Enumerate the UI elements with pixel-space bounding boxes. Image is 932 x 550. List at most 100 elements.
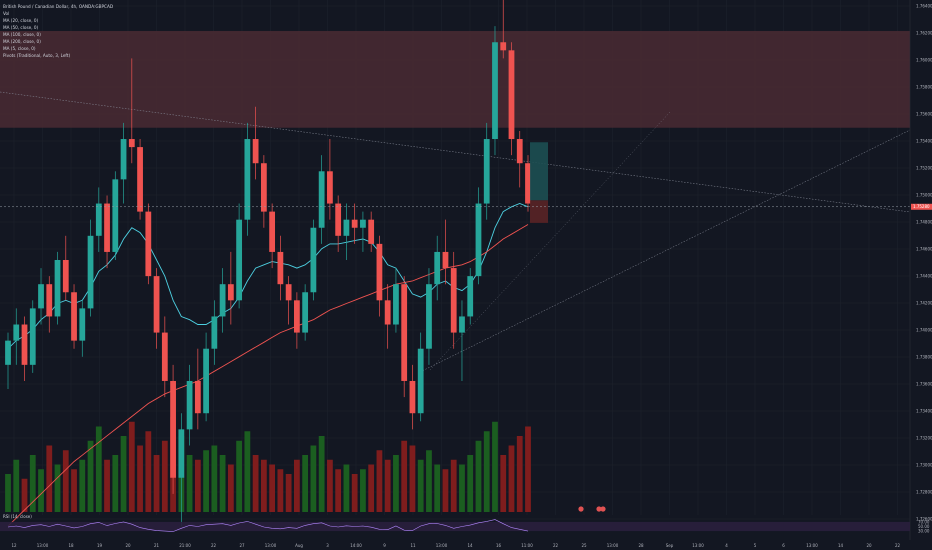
time-tick-label: 22: [553, 543, 559, 548]
volume-bar: [442, 469, 449, 512]
volume-bar: [236, 440, 242, 512]
volume-bar: [467, 455, 474, 512]
candle-body: [500, 42, 507, 51]
volume-bar: [294, 459, 300, 512]
candle-body: [310, 227, 317, 293]
candle-body: [327, 171, 333, 204]
time-tick-label: 21:00: [179, 543, 191, 548]
rsi-pane-label[interactable]: RSI (14, close): [3, 514, 32, 519]
rsi-tick-label: 30.00: [918, 529, 930, 534]
candle-body: [128, 139, 135, 148]
volume-bar: [393, 455, 399, 512]
indicator-vol[interactable]: Vol: [3, 11, 10, 16]
candle-body: [277, 251, 284, 285]
candle-body: [170, 380, 176, 478]
candle-body: [360, 219, 366, 228]
rsi-tick-label: 50.00: [918, 524, 930, 529]
resistance-zone: [0, 30, 910, 128]
time-tick-label: 14: [467, 543, 473, 548]
indicator-ma50[interactable]: MA (50, close, 0): [3, 25, 39, 30]
rsi-tick-label: 70.00: [918, 519, 930, 524]
volume-bar: [137, 445, 143, 512]
candle-body: [450, 268, 457, 333]
volume-bar: [450, 459, 457, 512]
indicator-ma200[interactable]: MA (200, close, 0): [3, 39, 41, 44]
time-tick-label: 6: [782, 543, 785, 548]
volume-bar: [335, 469, 342, 512]
volume-bar: [112, 455, 119, 512]
time-tick-label: 13:00: [806, 543, 818, 548]
time-tick-label: 9: [383, 543, 386, 548]
rsi-band: [0, 521, 910, 532]
trendline-ascending: [419, 129, 911, 373]
symbol-title: British Pound / Canadian Dollar, 4h, OAN…: [3, 4, 114, 9]
volume-bar: [401, 440, 408, 512]
candle-body: [351, 219, 358, 228]
volume-bar: [417, 459, 424, 512]
volume-bar: [211, 445, 218, 512]
candle-body: [104, 203, 110, 252]
candle-body: [120, 139, 127, 180]
volume-bar: [203, 450, 209, 512]
candle-body: [516, 139, 523, 164]
candles: [5, 0, 531, 527]
candle-body: [442, 251, 449, 269]
volume-bar: [54, 464, 61, 512]
candle-body: [145, 211, 152, 277]
candle-body: [508, 50, 515, 140]
time-tick-label: 13:00: [37, 543, 49, 548]
indicator-ma100[interactable]: MA (100, close, 0): [3, 32, 41, 37]
candle-body: [219, 284, 226, 317]
chart-legend: British Pound / Canadian Dollar, 4h, OAN…: [3, 3, 113, 59]
price-tick-label: 1.74600: [916, 246, 932, 251]
candle-body: [475, 203, 482, 277]
price-tick-label: 1.76000: [916, 57, 932, 62]
volume-bar: [318, 436, 325, 512]
candle-body: [227, 284, 234, 301]
volume-bar: [475, 440, 482, 512]
time-tick-label: 22: [211, 543, 217, 548]
rsi-line: [7, 519, 529, 532]
volume-bar: [87, 440, 94, 512]
time-tick-label: 11:00: [521, 543, 533, 548]
volume-bar: [376, 450, 383, 512]
candle-body: [211, 316, 218, 349]
event-marker: [596, 506, 602, 512]
price-tick-label: 1.75000: [916, 192, 932, 197]
time-tick-label: 19: [97, 543, 103, 548]
volume-bar: [516, 436, 523, 512]
price-tick-label: 1.73200: [916, 435, 932, 440]
time-tick-label: 25: [581, 543, 587, 548]
time-tick-label: 4: [725, 543, 728, 548]
time-tick-label: 28: [638, 543, 644, 548]
indicator-ma20[interactable]: MA (20, close, 0): [3, 18, 39, 23]
time-tick-label: 14:00: [350, 543, 362, 548]
candle-body: [54, 260, 61, 317]
volume-bars: [5, 417, 531, 512]
candle-body: [5, 340, 11, 365]
volume-bar: [508, 445, 515, 512]
indicator-ma5[interactable]: MA (5, close, 0): [3, 46, 36, 51]
candle-body: [21, 324, 28, 365]
price-tick-label: 1.75200: [916, 165, 932, 170]
volume-bar: [120, 436, 127, 512]
volume-bar: [384, 459, 391, 512]
indicator-pivots[interactable]: Pivots (Traditional, Auto, 3, Left): [3, 53, 71, 58]
candle-body: [87, 235, 94, 309]
time-tick-label: 5: [754, 543, 757, 548]
candle-body: [46, 284, 53, 317]
price-tick-label: 1.74400: [916, 273, 932, 278]
volume-bar: [434, 464, 441, 512]
volume-bar: [483, 431, 490, 512]
price-tick-label: 1.73600: [916, 381, 932, 386]
volume-bar: [459, 464, 465, 512]
candle-body: [368, 219, 375, 244]
time-tick-label: 21: [154, 543, 160, 548]
candle-body: [269, 211, 276, 252]
volume-bar: [153, 455, 160, 512]
event-marker: [600, 506, 606, 512]
volume-bar: [95, 426, 102, 512]
candle-body: [294, 300, 300, 333]
